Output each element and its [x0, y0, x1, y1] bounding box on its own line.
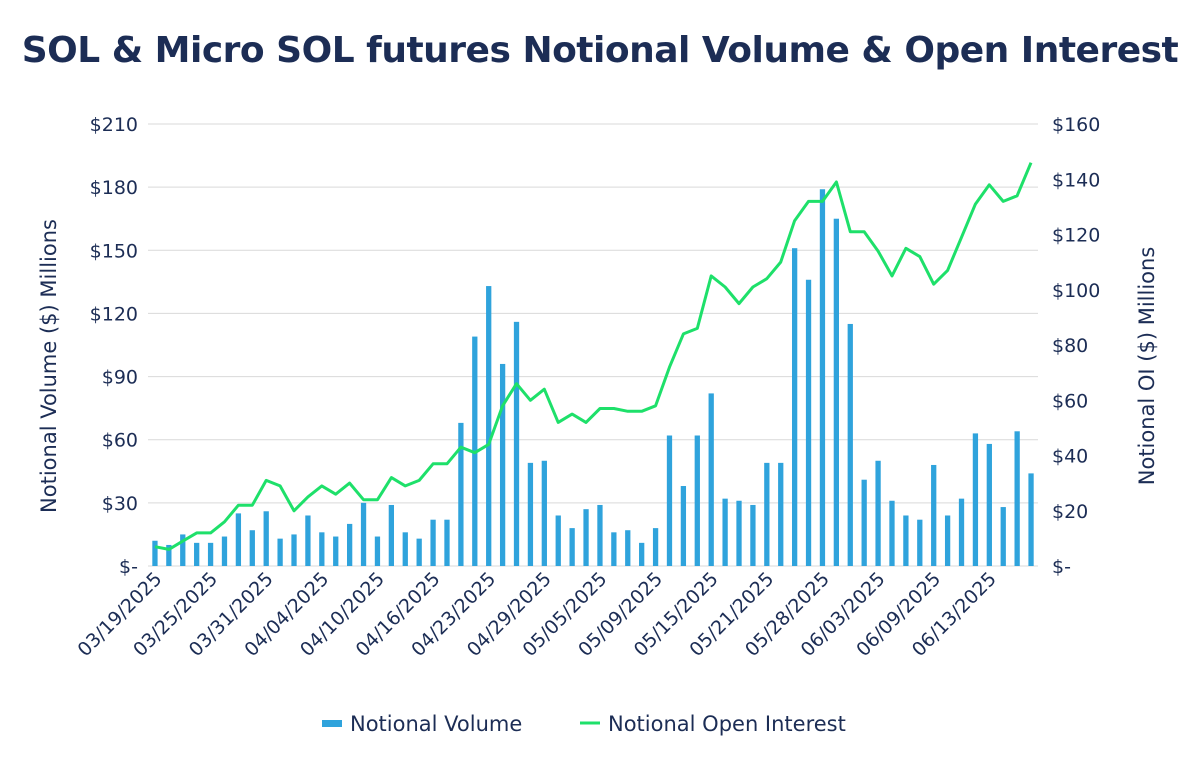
y-left-tick-label: $120	[90, 303, 138, 325]
legend-volume-swatch	[322, 720, 342, 727]
volume-bar	[207, 542, 214, 566]
volume-bar	[847, 323, 853, 566]
y-left-tick-label: $180	[90, 177, 138, 199]
volume-bar	[305, 515, 311, 566]
volume-bar	[736, 500, 742, 566]
volume-bar	[764, 462, 770, 566]
volume-bar	[597, 504, 603, 566]
volume-bar	[360, 502, 367, 566]
volume-bar	[444, 519, 450, 566]
volume-bars	[152, 189, 1034, 566]
chart-title: SOL & Micro SOL futures Notional Volume …	[21, 30, 1179, 71]
y-right-tick-label: $60	[1052, 390, 1088, 412]
volume-bar	[319, 532, 325, 566]
volume-bar	[986, 443, 992, 566]
y-right-tick-label: $-	[1052, 556, 1071, 578]
volume-bar	[402, 532, 408, 566]
volume-bar	[249, 530, 255, 566]
volume-bar	[611, 532, 617, 566]
open-interest-series-line	[154, 162, 1033, 551]
volume-bar	[722, 498, 728, 566]
volume-bar	[903, 515, 909, 566]
legend: Notional Volume Notional Open Interest	[322, 712, 846, 736]
volume-bar	[652, 528, 659, 566]
volume-bar	[625, 530, 631, 566]
y-left-tick-label: $-	[119, 556, 138, 578]
volume-bar	[958, 498, 965, 566]
x-axis: 03/19/202503/25/202503/31/202504/04/2025…	[73, 568, 1000, 661]
volume-bar	[931, 464, 937, 566]
volume-bar	[527, 462, 534, 566]
volume-bar	[583, 509, 589, 566]
open-interest-line	[154, 162, 1033, 551]
volume-bar	[166, 544, 172, 566]
gridlines	[148, 123, 1038, 567]
volume-bar	[819, 189, 826, 566]
volume-bar	[778, 462, 784, 566]
volume-bar	[972, 433, 979, 566]
y-axis-left-label: Notional Volume ($) Millions	[37, 219, 61, 513]
volume-bar	[430, 519, 436, 566]
volume-bar	[346, 523, 353, 566]
volume-bar	[666, 435, 673, 566]
volume-bar	[1028, 473, 1034, 566]
legend-volume-label: Notional Volume	[350, 712, 522, 736]
y-right-tick-label: $40	[1052, 446, 1088, 468]
y-left-tick-label: $30	[102, 493, 138, 515]
volume-bar	[333, 536, 339, 566]
y-left-tick-label: $60	[102, 430, 138, 452]
volume-bar	[194, 542, 200, 566]
volume-bar	[458, 422, 464, 566]
volume-bar	[486, 286, 492, 566]
y-right-tick-label: $140	[1052, 169, 1100, 191]
volume-bar	[555, 515, 561, 566]
volume-bar	[180, 534, 186, 566]
volume-bar	[277, 538, 283, 566]
volume-bar	[291, 534, 297, 566]
volume-bar	[750, 504, 756, 566]
volume-bar	[1014, 431, 1020, 566]
volume-bar	[388, 504, 395, 566]
y-right-tick-label: $20	[1052, 501, 1088, 523]
volume-bar	[889, 500, 895, 566]
y-right-tick-label: $80	[1052, 335, 1088, 357]
volume-bar	[263, 511, 269, 566]
volume-bar	[221, 536, 228, 566]
volume-bar	[805, 279, 812, 566]
volume-bar	[416, 538, 422, 566]
y-left-tick-label: $90	[102, 367, 138, 389]
volume-bar	[235, 513, 242, 566]
volume-bar	[541, 460, 547, 566]
volume-bar	[680, 486, 687, 566]
volume-bar	[152, 540, 158, 566]
y-axis-right-label: Notional OI ($) Millions	[1135, 247, 1159, 486]
volume-bar	[944, 515, 951, 566]
volume-bar	[569, 528, 575, 566]
volume-bar	[708, 393, 714, 566]
y-axis-right: $- $20 $40 $60 $80 $100 $120 $140 $160	[1052, 114, 1100, 578]
volume-bar	[1000, 507, 1006, 566]
y-right-tick-label: $120	[1052, 225, 1100, 247]
volume-bar	[513, 321, 520, 566]
volume-bar	[917, 519, 923, 566]
volume-bar	[374, 536, 381, 566]
y-left-tick-label: $150	[90, 240, 138, 262]
legend-oi-label: Notional Open Interest	[608, 712, 846, 736]
volume-bar	[499, 363, 506, 566]
volume-bar	[694, 435, 700, 566]
volume-bar	[833, 218, 840, 566]
volume-bar	[791, 248, 798, 566]
y-left-tick-label: $210	[90, 114, 138, 136]
y-right-tick-label: $160	[1052, 114, 1100, 136]
volume-bar	[639, 542, 645, 566]
y-right-tick-label: $100	[1052, 280, 1100, 302]
volume-bar	[861, 479, 867, 566]
volume-bar	[875, 460, 881, 566]
y-axis-left: $- $30 $60 $90 $120 $150 $180 $210	[90, 114, 138, 578]
